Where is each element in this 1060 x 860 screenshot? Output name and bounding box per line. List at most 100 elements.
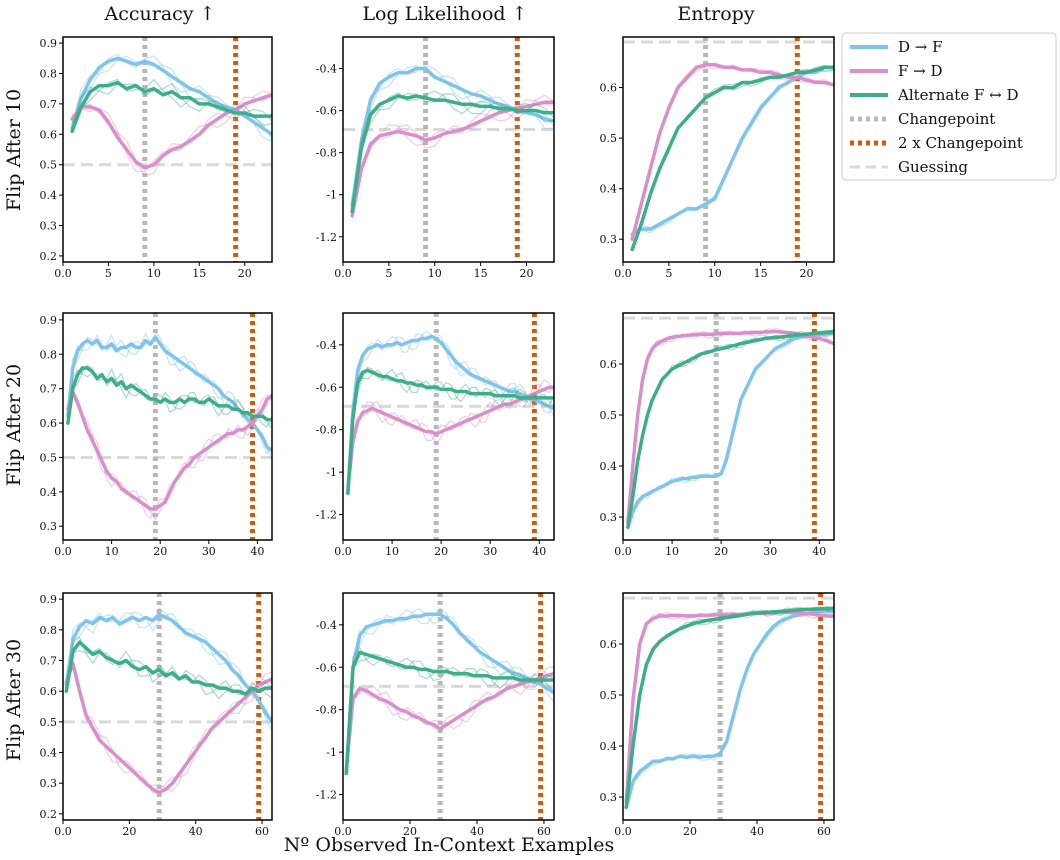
y-tick-label: 0.6 — [600, 82, 618, 95]
panel-r2-c1: 0.0 20 40 60 -1.2 -1 -0.8 -0.6 -0.4 — [316, 592, 555, 838]
series-alternate-line — [626, 329, 834, 529]
y-tick-label: 0.2 — [40, 250, 58, 263]
series-alternate-replicate — [625, 605, 834, 806]
series-f-to-d-line — [64, 661, 272, 795]
series-d-to-f-replicate — [627, 331, 834, 527]
series-alternate-line — [64, 640, 272, 696]
series-d-to-f-replicate — [351, 65, 554, 202]
series-f-to-d-replicate — [347, 378, 554, 493]
x-tick-label: 30 — [763, 545, 777, 558]
y-tick-label: -0.6 — [316, 105, 337, 118]
series-f-to-d-line — [350, 100, 554, 218]
x-tick-label: 0.0 — [334, 545, 352, 558]
series-alternate-line — [346, 368, 554, 496]
x-tick-label: 40 — [532, 545, 546, 558]
series-f-to-d-replicate — [65, 659, 272, 794]
axes-frame — [622, 592, 835, 821]
legend-label: Changepoint — [898, 110, 995, 128]
row-title-flip-10: Flip After 10 — [3, 89, 25, 211]
series-d-to-f-replicate — [627, 331, 834, 525]
series-d-to-f-replicate — [625, 609, 834, 805]
legend-entry: Changepoint — [850, 110, 995, 128]
x-tick-label: 30 — [202, 545, 216, 558]
y-tick-label: -1.2 — [316, 789, 337, 802]
series-f-to-d-replicate — [65, 663, 272, 793]
y-tick-label: -0.8 — [316, 424, 337, 437]
series-f-to-d-replicate — [627, 327, 834, 521]
y-tick-label: -0.6 — [316, 661, 337, 674]
series-alternate-replicate — [345, 653, 554, 766]
series-f-to-d-replicate — [351, 98, 554, 213]
y-tick-label: -0.4 — [316, 63, 337, 76]
x-tick-label: 5 — [385, 267, 392, 280]
x-tick-label: 15 — [192, 267, 206, 280]
x-tick-label: 20 — [238, 267, 252, 280]
y-tick-label: 0.7 — [40, 654, 58, 667]
series-alternate-replicate — [351, 92, 554, 209]
series-f-to-d-replicate — [347, 383, 554, 486]
x-tick-label: 0.0 — [614, 825, 632, 838]
y-tick-label: 0.8 — [40, 67, 58, 80]
legend-entry: F → D — [850, 62, 943, 80]
panel-r0-c1: 0.0 5 10 15 20 -1.2 -1 -0.8 -0.6 -0.4 — [316, 36, 555, 280]
axes-frame — [622, 312, 835, 541]
series-f-to-d-line — [626, 329, 834, 524]
series-alternate-replicate — [65, 636, 272, 700]
y-tick-label: 0.4 — [600, 460, 618, 473]
plot-area — [343, 313, 554, 540]
series-f-to-d-replicate — [351, 94, 554, 220]
y-tick-label: -1 — [326, 189, 337, 202]
axes-frame — [342, 312, 555, 541]
series-f-to-d-line — [624, 610, 834, 804]
x-tick-label: 0.0 — [54, 825, 72, 838]
legend-label: F → D — [898, 62, 943, 80]
y-tick-label: 0.9 — [40, 37, 58, 50]
y-tick-label: -1.2 — [316, 231, 337, 244]
legend-entry: Guessing — [850, 158, 968, 176]
y-tick-label: -1.2 — [316, 509, 337, 522]
panel-r1-c1: 0.0 10 20 30 40 -1.2 -1 -0.8 -0.6 -0.4 — [316, 312, 555, 558]
x-tick-label: 60 — [255, 825, 269, 838]
series-d-to-f-line — [344, 612, 554, 776]
x-tick-label: 30 — [483, 545, 497, 558]
x-tick-label: 20 — [519, 267, 533, 280]
series-f-to-d-replicate — [627, 327, 834, 524]
legend-entry: 2 x Changepoint — [850, 134, 1023, 152]
series-f-to-d-replicate — [71, 90, 272, 177]
x-tick-label: 0.0 — [614, 267, 632, 280]
row-title-flip-20: Flip After 20 — [3, 364, 25, 486]
panel-r2-c2: 0.0 20 40 60 0.3 0.4 0.5 0.6 — [600, 592, 835, 838]
legend: D → F F → D Alternate F ↔ D Changepoint 2 x … — [841, 32, 1057, 181]
y-tick-label: 0.5 — [40, 159, 58, 172]
series-d-to-f-line — [66, 335, 272, 453]
series-d-to-f-replicate — [625, 608, 834, 807]
series-alternate-replicate — [71, 82, 272, 128]
y-tick-label: 0.6 — [600, 638, 618, 651]
y-tick-label: 0.3 — [600, 791, 618, 804]
series-f-to-d-line — [66, 390, 272, 511]
series-d-to-f-replicate — [65, 611, 272, 722]
series-d-to-f-replicate — [345, 607, 554, 766]
series-d-to-f-line — [630, 65, 834, 236]
y-tick-label: 0.6 — [40, 417, 58, 430]
x-tick-label: 20 — [683, 825, 697, 838]
panel-r0-c0: 0.0 5 10 15 20 0.2 0.3 0.4 0.5 0.6 0.7 0.8 0.9 — [40, 36, 273, 280]
x-tick-label: 15 — [474, 267, 488, 280]
axes-frame — [62, 312, 273, 541]
plot-area — [623, 593, 834, 820]
y-tick-label: 0.5 — [600, 409, 618, 422]
x-tick-label: 5 — [105, 267, 112, 280]
plot-area — [63, 37, 272, 262]
panel-r1-c2: 0.0 10 20 30 40 0.3 0.4 0.5 0.6 — [600, 312, 835, 558]
series-f-to-d-replicate — [345, 669, 554, 766]
x-tick-label: 40 — [750, 825, 764, 838]
y-tick-label: 0.7 — [40, 98, 58, 111]
col-title-log-likelihood: Log Likelihood ↑ — [362, 3, 527, 25]
axes-frame — [62, 592, 273, 821]
col-title-entropy: Entropy — [677, 3, 754, 25]
y-tick-label: 0.5 — [600, 132, 618, 145]
panel-r1-c0: 0.0 10 20 30 40 0.3 0.4 0.5 0.6 0.7 0.8 0.9 — [40, 312, 273, 558]
x-tick-label: 20 — [799, 267, 813, 280]
series-d-to-f-replicate — [347, 330, 554, 490]
x-tick-label: 0.0 — [334, 825, 352, 838]
